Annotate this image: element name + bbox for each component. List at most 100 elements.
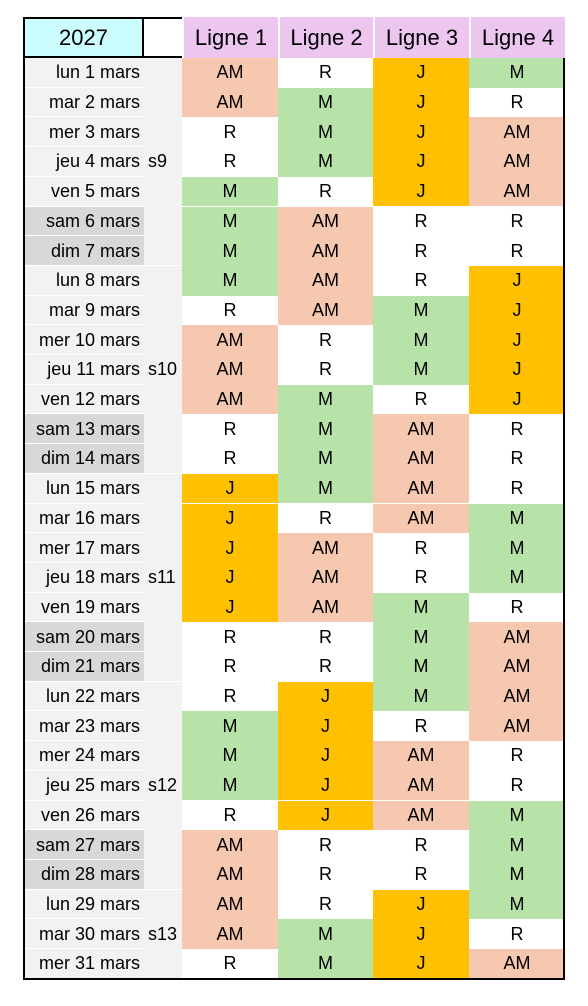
shift-cell-line-4[interactable]: AM <box>469 949 565 979</box>
shift-cell-line-4[interactable]: R <box>469 473 565 504</box>
shift-cell-line-1[interactable]: R <box>182 414 278 445</box>
shift-cell-line-2[interactable]: R <box>278 830 373 860</box>
shift-cell-line-4[interactable]: J <box>469 325 565 355</box>
shift-cell-line-3[interactable]: R <box>373 206 469 237</box>
shift-cell-line-2[interactable]: J <box>278 681 373 712</box>
shift-cell-line-2[interactable]: AM <box>278 206 373 237</box>
date-cell[interactable]: sam 20 mars <box>23 622 144 652</box>
shift-cell-line-1[interactable]: J <box>182 592 278 623</box>
shift-cell-line-3[interactable]: AM <box>373 503 469 534</box>
shift-cell-line-1[interactable]: R <box>182 800 278 831</box>
shift-cell-line-3[interactable]: M <box>373 652 469 682</box>
shift-cell-line-2[interactable]: R <box>278 325 373 355</box>
shift-cell-line-3[interactable]: AM <box>373 800 469 831</box>
shift-cell-line-1[interactable]: J <box>182 473 278 504</box>
week-label[interactable]: s10 <box>144 265 182 474</box>
shift-cell-line-1[interactable]: AM <box>182 58 278 88</box>
shift-cell-line-3[interactable]: AM <box>373 414 469 445</box>
date-cell[interactable]: mer 10 mars <box>23 325 144 355</box>
shift-cell-line-2[interactable]: J <box>278 711 373 742</box>
date-cell[interactable]: mar 23 mars <box>23 711 144 742</box>
date-cell[interactable]: ven 26 mars <box>23 800 144 831</box>
shift-cell-line-1[interactable]: AM <box>182 384 278 415</box>
shift-cell-line-2[interactable]: M <box>278 87 373 118</box>
shift-cell-line-1[interactable]: J <box>182 533 278 563</box>
shift-cell-line-3[interactable]: R <box>373 562 469 593</box>
shift-cell-line-3[interactable]: J <box>373 889 469 920</box>
date-cell[interactable]: lun 15 mars <box>23 473 144 504</box>
shift-cell-line-4[interactable]: M <box>469 889 565 920</box>
shift-cell-line-3[interactable]: M <box>373 295 469 326</box>
week-label[interactable]: s13 <box>144 889 182 979</box>
shift-cell-line-2[interactable]: AM <box>278 295 373 326</box>
shift-cell-line-4[interactable]: R <box>469 770 565 801</box>
date-cell[interactable]: mar 9 mars <box>23 295 144 326</box>
shift-cell-line-1[interactable]: M <box>182 236 278 266</box>
shift-cell-line-4[interactable]: R <box>469 236 565 266</box>
shift-cell-line-3[interactable]: J <box>373 949 469 979</box>
shift-cell-line-3[interactable]: J <box>373 87 469 118</box>
shift-cell-line-1[interactable]: M <box>182 206 278 237</box>
shift-cell-line-1[interactable]: AM <box>182 355 278 385</box>
shift-cell-line-3[interactable]: J <box>373 117 469 148</box>
shift-cell-line-2[interactable]: AM <box>278 236 373 266</box>
shift-cell-line-1[interactable]: AM <box>182 87 278 118</box>
shift-cell-line-3[interactable]: M <box>373 355 469 385</box>
shift-cell-line-1[interactable]: M <box>182 711 278 742</box>
shift-cell-line-4[interactable]: M <box>469 800 565 831</box>
date-cell[interactable]: jeu 4 mars <box>23 147 144 177</box>
shift-cell-line-3[interactable]: R <box>373 859 469 890</box>
shift-cell-line-1[interactable]: R <box>182 949 278 979</box>
week-column-header[interactable] <box>144 17 182 58</box>
shift-cell-line-2[interactable]: M <box>278 117 373 148</box>
week-label[interactable]: s12 <box>144 681 182 890</box>
shift-cell-line-2[interactable]: J <box>278 741 373 771</box>
shift-cell-line-4[interactable]: AM <box>469 622 565 652</box>
shift-cell-line-4[interactable]: R <box>469 444 565 474</box>
shift-cell-line-1[interactable]: J <box>182 503 278 534</box>
shift-cell-line-4[interactable]: AM <box>469 652 565 682</box>
shift-cell-line-3[interactable]: R <box>373 533 469 563</box>
shift-cell-line-1[interactable]: AM <box>182 830 278 860</box>
shift-cell-line-3[interactable]: R <box>373 711 469 742</box>
date-cell[interactable]: lun 1 mars <box>23 58 144 88</box>
shift-cell-line-2[interactable]: R <box>278 889 373 920</box>
shift-cell-line-1[interactable]: R <box>182 444 278 474</box>
shift-cell-line-1[interactable]: R <box>182 147 278 177</box>
shift-cell-line-2[interactable]: R <box>278 859 373 890</box>
shift-cell-line-3[interactable]: R <box>373 384 469 415</box>
date-cell[interactable]: jeu 18 mars <box>23 562 144 593</box>
line-1-header[interactable]: Ligne 1 <box>182 17 278 58</box>
shift-cell-line-2[interactable]: R <box>278 176 373 207</box>
shift-cell-line-4[interactable]: M <box>469 859 565 890</box>
shift-cell-line-4[interactable]: M <box>469 830 565 860</box>
line-4-header[interactable]: Ligne 4 <box>469 17 565 58</box>
shift-cell-line-4[interactable]: AM <box>469 147 565 177</box>
shift-cell-line-4[interactable]: J <box>469 295 565 326</box>
shift-cell-line-4[interactable]: J <box>469 355 565 385</box>
date-cell[interactable]: ven 12 mars <box>23 384 144 415</box>
date-cell[interactable]: mer 31 mars <box>23 949 144 979</box>
line-3-header[interactable]: Ligne 3 <box>373 17 469 58</box>
shift-cell-line-2[interactable]: R <box>278 58 373 88</box>
shift-cell-line-2[interactable]: M <box>278 473 373 504</box>
shift-cell-line-1[interactable]: R <box>182 622 278 652</box>
shift-cell-line-3[interactable]: J <box>373 176 469 207</box>
date-cell[interactable]: ven 19 mars <box>23 592 144 623</box>
shift-cell-line-2[interactable]: R <box>278 503 373 534</box>
shift-cell-line-1[interactable]: M <box>182 741 278 771</box>
date-cell[interactable]: mer 3 mars <box>23 117 144 148</box>
shift-cell-line-1[interactable]: J <box>182 562 278 593</box>
shift-cell-line-2[interactable]: R <box>278 355 373 385</box>
date-cell[interactable]: ven 5 mars <box>23 176 144 207</box>
shift-cell-line-2[interactable]: J <box>278 800 373 831</box>
shift-cell-line-3[interactable]: AM <box>373 444 469 474</box>
date-cell[interactable]: lun 22 mars <box>23 681 144 712</box>
shift-cell-line-2[interactable]: M <box>278 414 373 445</box>
shift-cell-line-2[interactable]: M <box>278 444 373 474</box>
shift-cell-line-3[interactable]: AM <box>373 770 469 801</box>
shift-cell-line-2[interactable]: AM <box>278 265 373 296</box>
shift-cell-line-3[interactable]: M <box>373 592 469 623</box>
date-cell[interactable]: lun 29 mars <box>23 889 144 920</box>
line-2-header[interactable]: Ligne 2 <box>278 17 373 58</box>
